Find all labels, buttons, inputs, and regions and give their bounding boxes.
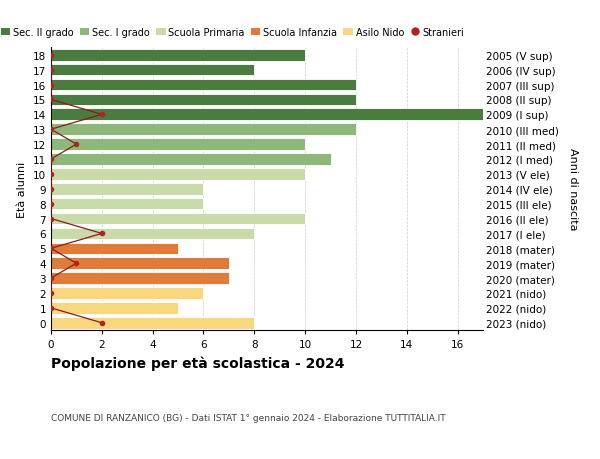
Bar — [51, 109, 483, 121]
Legend: Sec. II grado, Sec. I grado, Scuola Primaria, Scuola Infanzia, Asilo Nido, Stran: Sec. II grado, Sec. I grado, Scuola Prim… — [1, 28, 464, 38]
Bar — [51, 287, 203, 299]
Point — [46, 126, 56, 134]
Bar — [51, 317, 254, 329]
Bar — [51, 243, 178, 255]
Point — [46, 52, 56, 59]
Text: COMUNE DI RANZANICO (BG) - Dati ISTAT 1° gennaio 2024 - Elaborazione TUTTITALIA.: COMUNE DI RANZANICO (BG) - Dati ISTAT 1°… — [51, 413, 446, 422]
Bar — [51, 124, 356, 136]
Point — [97, 230, 107, 238]
Bar — [51, 95, 356, 106]
Bar — [51, 273, 229, 284]
Point — [46, 96, 56, 104]
Point — [97, 112, 107, 119]
Bar — [51, 154, 331, 165]
Point — [46, 156, 56, 163]
Point — [46, 185, 56, 193]
Bar — [51, 198, 203, 210]
Point — [46, 215, 56, 223]
Point — [46, 201, 56, 208]
Bar — [51, 50, 305, 62]
Point — [46, 67, 56, 74]
Text: Popolazione per età scolastica - 2024: Popolazione per età scolastica - 2024 — [51, 356, 344, 370]
Bar — [51, 228, 254, 240]
Bar — [51, 213, 305, 225]
Bar — [51, 79, 356, 91]
Y-axis label: Anni di nascita: Anni di nascita — [568, 148, 578, 230]
Bar — [51, 65, 254, 76]
Bar — [51, 184, 203, 195]
Y-axis label: Età alunni: Età alunni — [17, 161, 28, 218]
Point — [46, 275, 56, 282]
Point — [46, 304, 56, 312]
Bar — [51, 258, 229, 269]
Point — [46, 245, 56, 252]
Bar — [51, 302, 178, 314]
Point — [71, 260, 81, 267]
Bar — [51, 139, 305, 151]
Point — [46, 171, 56, 178]
Point — [46, 82, 56, 89]
Bar — [51, 169, 305, 180]
Point — [97, 319, 107, 327]
Point — [46, 290, 56, 297]
Point — [71, 141, 81, 148]
